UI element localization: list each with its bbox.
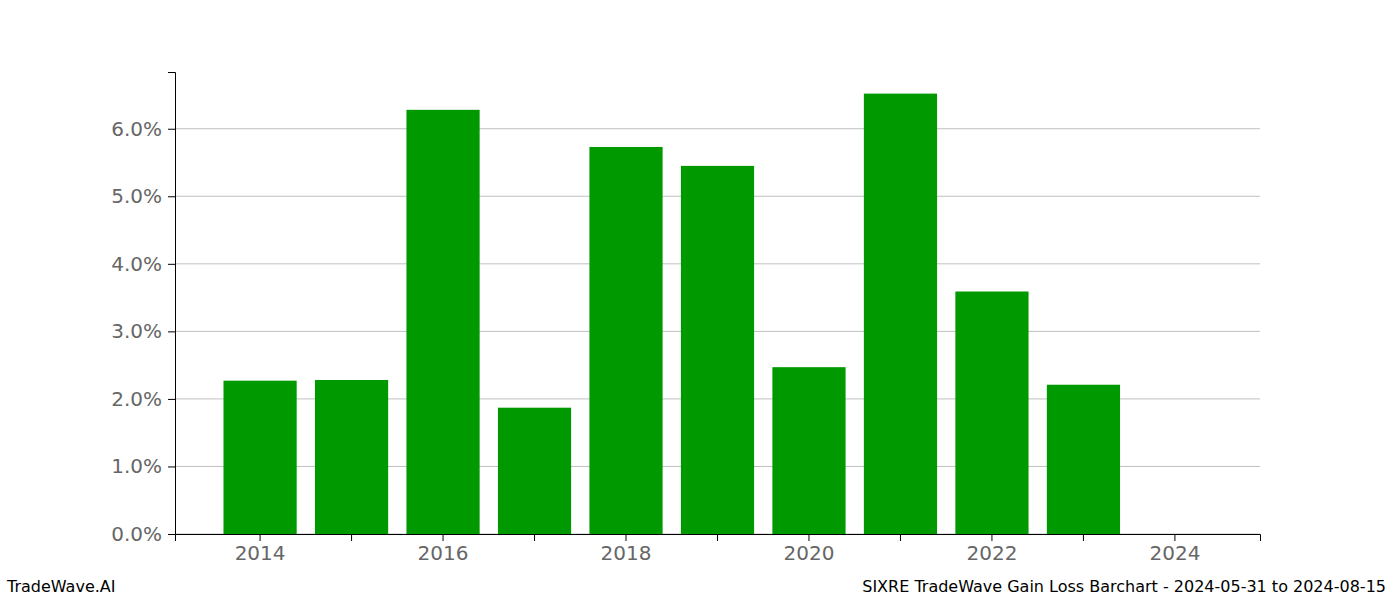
y-axis: 0.0% 1.0% 2.0% 3.0% 4.0% 5.0% 6.0% — [111, 73, 175, 546]
tick — [717, 534, 718, 541]
tick: 2022 — [966, 534, 1017, 565]
bar — [498, 408, 571, 534]
tick: 4.0% — [111, 252, 175, 276]
bar — [406, 110, 479, 534]
tick-mark — [1174, 534, 1175, 541]
grid-line — [175, 128, 1260, 129]
tick — [1083, 534, 1084, 541]
tick: 3.0% — [111, 319, 175, 343]
tick-mark — [168, 331, 175, 332]
tick-mark — [808, 534, 809, 541]
bar — [1047, 385, 1120, 534]
annotation: TradeWave.AI — [6, 577, 115, 596]
tick: 2014 — [235, 534, 286, 565]
tick: 6.0% — [111, 117, 175, 141]
bar — [681, 166, 754, 534]
tick-mark — [991, 534, 992, 541]
bar — [315, 380, 388, 534]
tick: 2024 — [1149, 534, 1200, 565]
tick: 2020 — [784, 534, 835, 565]
tick-mark — [168, 129, 175, 130]
tick-mark — [900, 534, 901, 541]
tick: 5.0% — [111, 184, 175, 208]
bars — [223, 94, 1120, 534]
axis-line — [168, 73, 176, 535]
tick-label: 2016 — [418, 541, 469, 565]
tick-mark — [260, 534, 261, 541]
bar — [223, 381, 296, 534]
tick-mark — [168, 466, 175, 467]
tick — [900, 534, 901, 541]
tick-label: 2.0% — [111, 387, 162, 411]
tick: 2.0% — [111, 387, 175, 411]
tick-mark — [168, 196, 175, 197]
tick-label: 2014 — [235, 541, 286, 565]
tick — [534, 534, 535, 541]
tick-mark — [626, 534, 627, 541]
tick-mark — [443, 534, 444, 541]
tick-label: 2020 — [784, 541, 835, 565]
chart: 0.0% 1.0% 2.0% 3.0% 4.0% 5.0% 6.0% 2014 2016 2018… — [0, 0, 1400, 600]
tick: 0.0% — [111, 522, 175, 546]
tick-label: 2024 — [1149, 541, 1200, 565]
x-axis: 2014 2016 2018 2020 2022 2024 — [176, 534, 1261, 565]
tick-mark — [168, 399, 175, 400]
bar — [955, 292, 1028, 534]
grid — [175, 129, 1260, 534]
tick-label: 6.0% — [111, 117, 162, 141]
plot: 0.0% 1.0% 2.0% 3.0% 4.0% 5.0% 6.0% 2014 2016 2018… — [111, 73, 1260, 566]
tick-label: 3.0% — [111, 319, 162, 343]
bar — [1138, 534, 1211, 535]
tick-label: 4.0% — [111, 252, 162, 276]
tick-label: 0.0% — [111, 522, 162, 546]
tick — [351, 534, 352, 541]
tick-mark — [168, 264, 175, 265]
tick: 1.0% — [111, 454, 175, 478]
bar — [589, 147, 662, 534]
tick-label: 1.0% — [111, 454, 162, 478]
tick-mark — [351, 534, 352, 541]
axis-line — [176, 535, 1261, 542]
tick-label: 5.0% — [111, 184, 162, 208]
tick-mark — [168, 534, 175, 535]
bar — [772, 367, 845, 534]
tick-mark — [717, 534, 718, 541]
tick-mark — [534, 534, 535, 541]
tick-label: 2018 — [601, 541, 652, 565]
tick: 2018 — [601, 534, 652, 565]
tick-label: 2022 — [966, 541, 1017, 565]
tick: 2016 — [418, 534, 469, 565]
bar — [864, 94, 937, 534]
title: SIXRE TradeWave Gain Loss Barchart - 202… — [862, 577, 1386, 596]
tick-mark — [1083, 534, 1084, 541]
